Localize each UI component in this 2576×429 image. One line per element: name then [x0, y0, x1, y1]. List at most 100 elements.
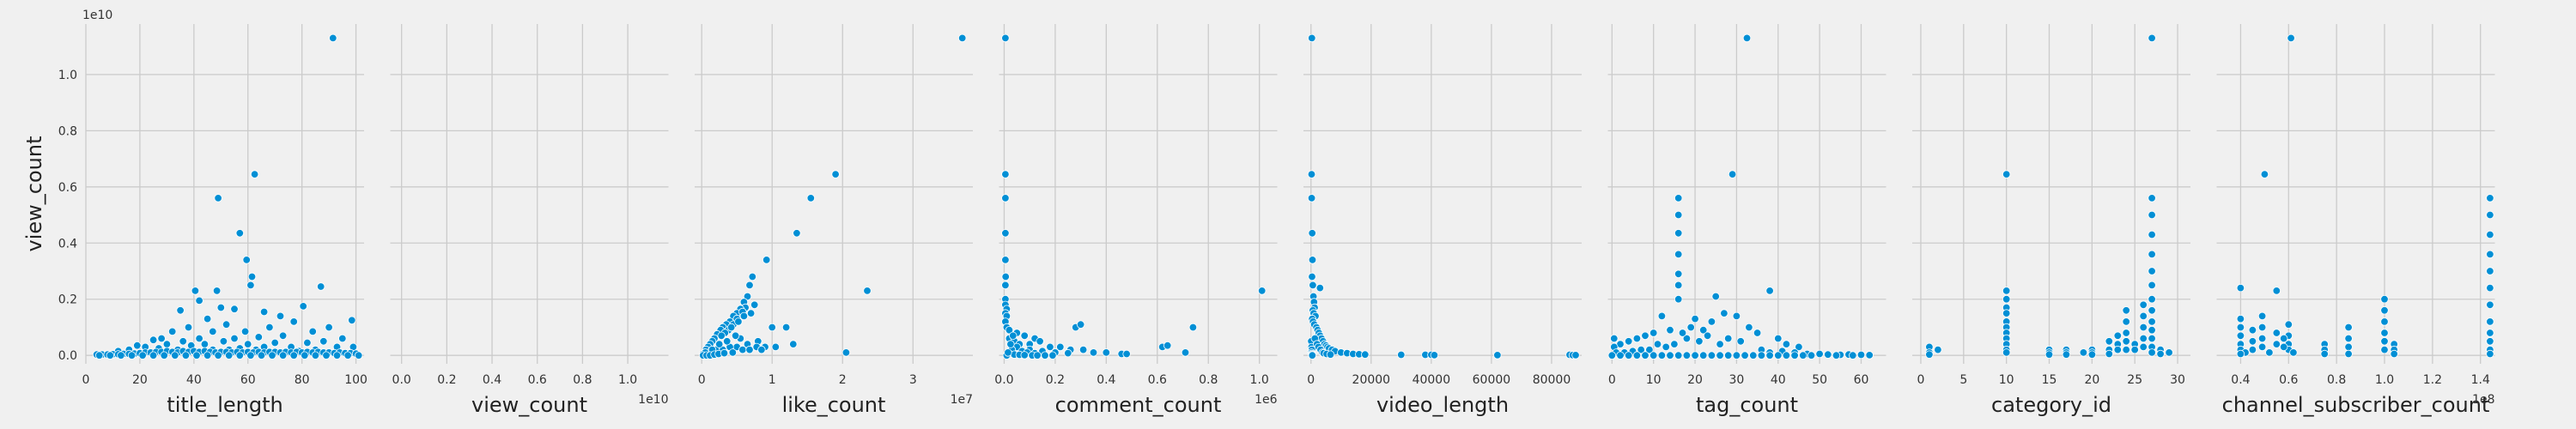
data-point — [1707, 317, 1716, 326]
data-point — [781, 323, 791, 332]
data-point — [1102, 348, 1111, 357]
data-point — [2248, 326, 2257, 335]
data-point — [1163, 341, 1172, 350]
data-point — [957, 33, 967, 43]
data-point — [2248, 337, 2257, 346]
data-point — [768, 323, 776, 332]
data-point — [2139, 311, 2148, 321]
data-point — [1749, 351, 1758, 360]
data-point — [317, 282, 325, 291]
x-tick-label: 0.8 — [573, 373, 592, 387]
data-point — [1742, 33, 1752, 43]
data-point — [212, 287, 222, 295]
x-tick-label: 60000 — [1473, 373, 1511, 387]
data-point — [2236, 314, 2245, 323]
data-point — [1430, 351, 1439, 360]
data-point — [332, 351, 342, 360]
data-point — [1815, 349, 1824, 359]
data-point — [2380, 329, 2389, 337]
x-tick-label: 15 — [2042, 373, 2057, 387]
data-point — [2122, 329, 2130, 337]
data-point — [771, 342, 781, 352]
data-point — [179, 337, 187, 346]
data-point — [2380, 337, 2389, 346]
data-point — [257, 351, 266, 360]
x-tick-label: 40 — [186, 373, 202, 387]
data-point — [1698, 326, 1708, 335]
data-point — [1571, 351, 1580, 360]
data-point — [2002, 295, 2011, 304]
panel-like_count: 0 1 2 3 like_count 1e7 — [695, 24, 973, 417]
data-point — [1645, 345, 1654, 354]
data-point — [2272, 329, 2281, 337]
x-axis-label: category_id — [1991, 393, 2111, 417]
data-point — [1674, 210, 1683, 220]
data-point — [1009, 331, 1018, 341]
data-point — [2148, 250, 2156, 259]
data-point — [216, 303, 225, 312]
data-point — [2148, 194, 2156, 202]
x-tick-label: 10 — [1646, 373, 1662, 387]
data-point — [1607, 351, 1617, 360]
data-point — [1641, 331, 1649, 341]
data-point — [171, 351, 179, 360]
data-point — [343, 351, 352, 360]
data-point — [1020, 331, 1029, 341]
data-point — [157, 334, 166, 343]
data-point — [1307, 194, 1316, 202]
data-point — [1649, 329, 1658, 337]
data-point — [1020, 351, 1029, 360]
data-point — [2248, 345, 2257, 354]
data-point — [2130, 345, 2139, 354]
data-point — [1610, 334, 1619, 343]
data-point — [2139, 300, 2148, 310]
data-point — [2279, 342, 2288, 352]
data-point — [176, 306, 185, 315]
data-point — [1678, 329, 1687, 337]
data-point — [1765, 351, 1774, 360]
data-point — [2289, 348, 2298, 357]
data-point — [160, 351, 168, 360]
data-point — [1361, 350, 1370, 359]
data-point — [1698, 351, 1708, 360]
data-point — [1309, 281, 1317, 290]
data-point — [717, 331, 726, 341]
x-tick-label: 80000 — [1533, 373, 1571, 387]
data-point — [278, 351, 288, 360]
y-axis-label: view_count — [22, 136, 46, 252]
data-point — [789, 340, 798, 348]
x-tick-label: 0 — [1608, 373, 1616, 387]
data-point — [289, 351, 298, 360]
data-point — [184, 323, 193, 332]
data-point — [2380, 317, 2389, 326]
data-point — [2148, 326, 2156, 335]
data-point — [1649, 351, 1658, 360]
data-point — [727, 323, 736, 332]
data-point — [1703, 331, 1712, 341]
data-point — [259, 307, 269, 317]
x-tick-label: 0.4 — [2231, 373, 2250, 387]
data-point — [2380, 295, 2389, 304]
x-tick-label: 0.0 — [392, 373, 411, 387]
data-point — [1691, 314, 1699, 323]
data-point — [167, 327, 177, 336]
data-point — [2236, 349, 2245, 359]
data-point — [308, 327, 317, 336]
data-point — [1790, 351, 1799, 360]
x-tick-label: 50 — [1812, 373, 1827, 387]
data-point — [1632, 334, 1642, 343]
data-point — [757, 345, 766, 354]
data-point — [2380, 345, 2389, 354]
data-point — [1732, 351, 1741, 360]
data-point — [2486, 349, 2494, 359]
data-point — [1720, 309, 1728, 317]
data-point — [1934, 345, 1942, 354]
data-point — [1865, 351, 1874, 360]
data-point — [195, 296, 204, 305]
x-tick-label: 3 — [909, 373, 917, 387]
data-point — [106, 351, 115, 360]
x-tick-label: 100 — [344, 373, 368, 387]
x-axis-label: video_length — [1376, 393, 1509, 417]
data-point — [863, 287, 872, 295]
x-tick-label: 0.6 — [528, 373, 547, 387]
